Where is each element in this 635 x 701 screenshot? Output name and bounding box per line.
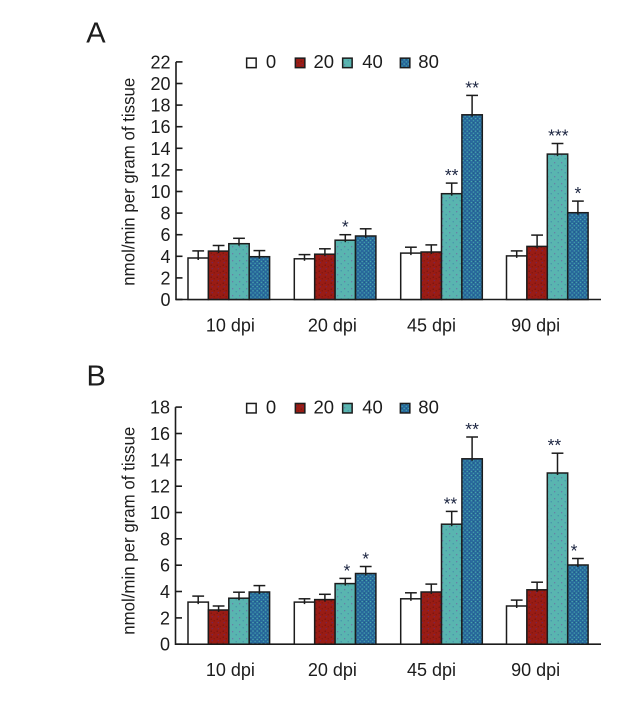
svg-text:20: 20 xyxy=(314,51,335,72)
svg-text:*: * xyxy=(343,560,350,580)
svg-text:20: 20 xyxy=(150,74,170,94)
svg-text:80: 80 xyxy=(418,51,439,72)
svg-text:**: ** xyxy=(548,435,562,455)
svg-text:*: * xyxy=(574,183,581,203)
svg-text:**: ** xyxy=(444,493,458,513)
svg-text:16: 16 xyxy=(150,117,170,137)
svg-text:22: 22 xyxy=(150,52,170,72)
svg-text:*: * xyxy=(342,217,349,237)
svg-text:40: 40 xyxy=(362,51,383,72)
svg-text:nmol/min per gram of tissue: nmol/min per gram of tissue xyxy=(119,78,139,286)
svg-text:20 dpi: 20 dpi xyxy=(308,316,357,336)
svg-text:2: 2 xyxy=(160,268,170,288)
svg-text:90 dpi: 90 dpi xyxy=(511,316,560,336)
svg-text:20 dpi: 20 dpi xyxy=(308,660,357,680)
svg-text:*: * xyxy=(571,541,578,561)
svg-text:6: 6 xyxy=(160,556,170,576)
svg-text:4: 4 xyxy=(160,582,170,602)
svg-text:**: ** xyxy=(465,77,479,97)
svg-text:*: * xyxy=(362,549,369,569)
svg-text:0: 0 xyxy=(160,290,170,310)
svg-text:A: A xyxy=(86,17,106,49)
svg-text:**: ** xyxy=(445,165,459,185)
svg-text:10 dpi: 10 dpi xyxy=(206,316,255,336)
svg-text:80: 80 xyxy=(418,396,439,417)
svg-text:6: 6 xyxy=(160,225,170,245)
svg-text:20: 20 xyxy=(314,396,335,417)
svg-text:0: 0 xyxy=(266,396,276,417)
svg-text:90 dpi: 90 dpi xyxy=(511,660,560,680)
svg-text:10: 10 xyxy=(150,503,170,523)
svg-text:45 dpi: 45 dpi xyxy=(407,316,456,336)
svg-text:B: B xyxy=(87,361,106,393)
svg-text:**: ** xyxy=(465,419,479,439)
svg-text:10: 10 xyxy=(150,182,170,202)
svg-text:12: 12 xyxy=(150,160,170,180)
svg-text:0: 0 xyxy=(266,51,276,72)
svg-text:8: 8 xyxy=(160,529,170,549)
svg-text:16: 16 xyxy=(150,424,170,444)
svg-text:45 dpi: 45 dpi xyxy=(407,660,456,680)
svg-text:10 dpi: 10 dpi xyxy=(206,660,255,680)
svg-text:14: 14 xyxy=(150,450,170,470)
svg-text:12: 12 xyxy=(150,477,170,497)
svg-text:40: 40 xyxy=(362,396,383,417)
svg-text:4: 4 xyxy=(160,247,170,267)
svg-text:18: 18 xyxy=(150,96,170,116)
svg-text:2: 2 xyxy=(160,608,170,628)
svg-text:***: *** xyxy=(548,126,569,146)
svg-text:14: 14 xyxy=(150,139,170,159)
svg-text:0: 0 xyxy=(160,635,170,655)
svg-text:8: 8 xyxy=(160,204,170,224)
svg-text:18: 18 xyxy=(150,398,170,418)
svg-text:nmol/min per gram of tissue: nmol/min per gram of tissue xyxy=(119,427,139,635)
